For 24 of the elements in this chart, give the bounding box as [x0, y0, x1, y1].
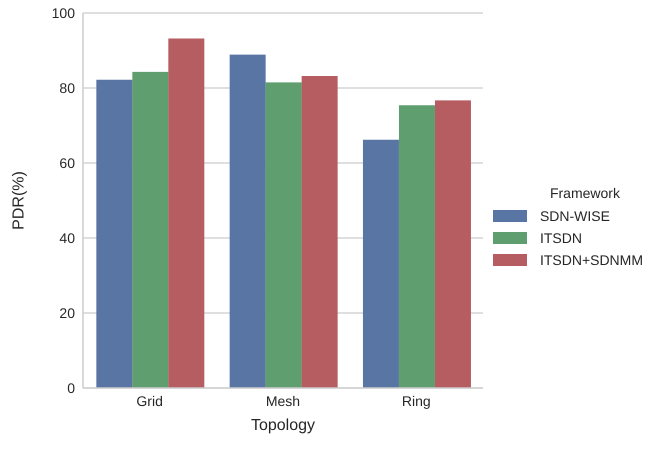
x-tick-label: Grid [136, 392, 163, 409]
x-tick-label: Ring [402, 392, 431, 409]
y-tick-label: 100 [52, 4, 76, 21]
legend-label: ITSDN [540, 230, 582, 246]
bar [266, 82, 302, 388]
legend-label: SDN-WISE [540, 208, 610, 224]
bar [168, 38, 204, 388]
y-tick-label: 40 [59, 230, 76, 246]
y-axis-title: PDR(%) [10, 171, 28, 230]
bar [362, 140, 399, 388]
y-tick-label: 20 [59, 304, 76, 321]
bar [398, 105, 435, 388]
bar [302, 76, 338, 388]
y-tick-label: 60 [59, 154, 76, 171]
bar [132, 72, 168, 388]
bar [230, 54, 266, 388]
legend-title: Framework [550, 185, 621, 201]
x-axis-title: Topology [250, 417, 315, 434]
bar [434, 100, 471, 388]
y-tick-label: 0 [67, 380, 76, 396]
bar [96, 80, 132, 388]
legend-label: ITSDN+SDNMM [540, 252, 643, 268]
y-tick-label: 80 [59, 80, 76, 96]
x-tick-label: Mesh [266, 392, 300, 409]
